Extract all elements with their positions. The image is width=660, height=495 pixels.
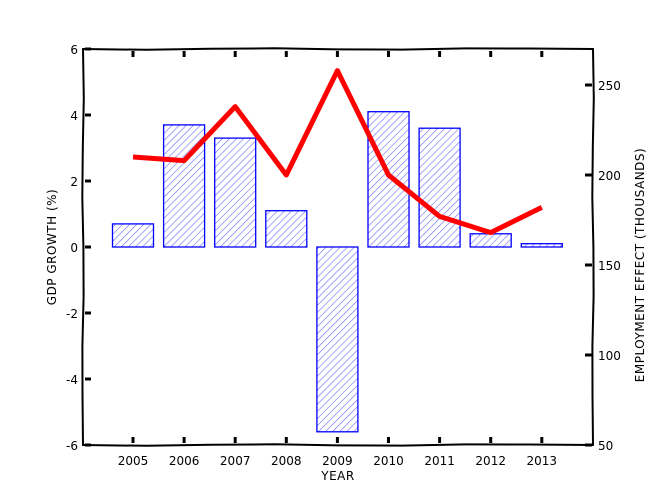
y-tick-label: 0 bbox=[70, 241, 78, 255]
bar-2007 bbox=[214, 137, 257, 248]
x-tick-label: 2007 bbox=[220, 454, 251, 468]
x-tick-label: 2006 bbox=[169, 454, 200, 468]
y-tick-label: 2 bbox=[70, 175, 78, 189]
right-axis: 50 100 150 200 250 bbox=[585, 79, 621, 453]
x-tick-label: 2012 bbox=[475, 454, 506, 468]
x-tick-label: 2011 bbox=[424, 454, 455, 468]
y2-tick-label: 200 bbox=[598, 169, 621, 183]
x-tick-label: 2013 bbox=[527, 454, 558, 468]
y2-tick-label: 150 bbox=[598, 259, 621, 273]
y2-axis-label: EMPLOYMENT EFFECT (THOUSANDS) bbox=[633, 148, 647, 382]
y-tick-label: -2 bbox=[66, 307, 78, 321]
y-tick-label: 6 bbox=[70, 43, 78, 57]
y2-tick-label: 50 bbox=[598, 439, 613, 453]
x-tick-label: 2009 bbox=[322, 454, 353, 468]
frame-right bbox=[591, 48, 595, 446]
y-tick-label: -6 bbox=[66, 439, 78, 453]
frame-bottom bbox=[82, 443, 594, 447]
y-tick-label: 4 bbox=[70, 109, 78, 123]
left-axis: -6 -4 -2 0 2 4 6 bbox=[66, 43, 91, 453]
y-axis-label: GDP GROWTH (%) bbox=[45, 189, 59, 305]
frame-top bbox=[82, 47, 594, 51]
y2-tick-label: 250 bbox=[598, 79, 621, 93]
employment-line bbox=[132, 68, 543, 236]
bar-2012 bbox=[469, 233, 512, 248]
bar-2008 bbox=[265, 210, 308, 248]
x-axis-label: YEAR bbox=[320, 469, 354, 483]
bar-2010 bbox=[367, 111, 410, 248]
y-tick-label: -4 bbox=[66, 373, 78, 387]
x-tick-label: 2008 bbox=[271, 454, 302, 468]
y2-tick-label: 100 bbox=[598, 349, 621, 363]
bar-2009 bbox=[316, 246, 359, 433]
plot-frame bbox=[81, 47, 595, 447]
frame-left bbox=[81, 48, 85, 446]
bar-2011 bbox=[418, 127, 461, 248]
line-layer bbox=[132, 68, 543, 236]
x-tick-label: 2010 bbox=[373, 454, 404, 468]
bar-2013 bbox=[520, 243, 563, 248]
x-axis: 2005 2006 2007 2008 2009 2010 2011 2012 2013 bbox=[118, 51, 557, 468]
bar-2005 bbox=[111, 223, 155, 248]
x-tick-label: 2005 bbox=[118, 454, 149, 468]
